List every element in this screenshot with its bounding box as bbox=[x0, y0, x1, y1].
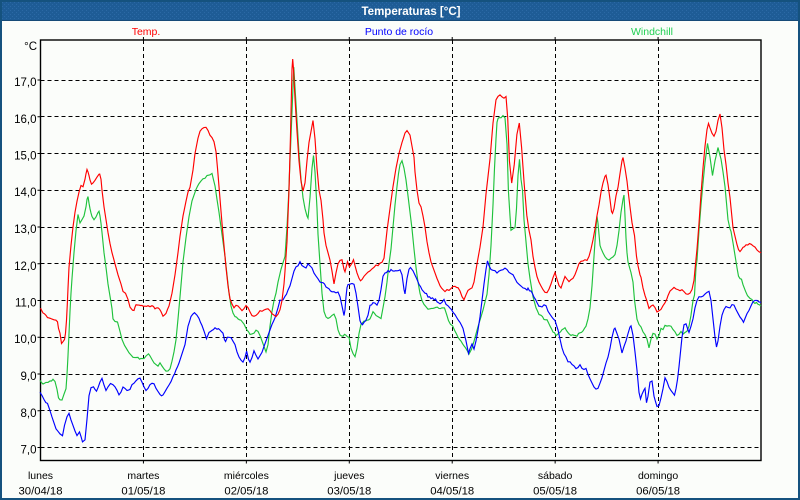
svg-text:jueves: jueves bbox=[333, 470, 364, 482]
svg-text:viernes: viernes bbox=[435, 470, 469, 482]
svg-text:13,0: 13,0 bbox=[14, 224, 36, 236]
svg-text:Windchill: Windchill bbox=[631, 26, 673, 38]
svg-text:Punto de rocío: Punto de rocío bbox=[365, 26, 433, 38]
svg-text:30/04/18: 30/04/18 bbox=[19, 486, 63, 498]
svg-text:11,0: 11,0 bbox=[15, 298, 37, 310]
svg-text:12,0: 12,0 bbox=[14, 261, 36, 273]
svg-text:sábado: sábado bbox=[538, 470, 573, 482]
svg-text:10,0: 10,0 bbox=[14, 334, 36, 346]
svg-text:Temp.: Temp. bbox=[132, 26, 161, 38]
svg-text:03/05/18: 03/05/18 bbox=[327, 486, 371, 498]
svg-text:Temperaturas [°C]: Temperaturas [°C] bbox=[362, 6, 461, 18]
svg-text:14,0: 14,0 bbox=[14, 187, 36, 199]
svg-text:7,0: 7,0 bbox=[21, 445, 37, 457]
svg-text:02/05/18: 02/05/18 bbox=[224, 486, 268, 498]
svg-text:05/05/18: 05/05/18 bbox=[533, 486, 577, 498]
svg-text:15,0: 15,0 bbox=[14, 151, 36, 163]
svg-text:lunes: lunes bbox=[28, 470, 53, 482]
svg-text:domingo: domingo bbox=[638, 470, 678, 482]
svg-text:01/05/18: 01/05/18 bbox=[121, 486, 165, 498]
svg-text:06/05/18: 06/05/18 bbox=[636, 486, 680, 498]
svg-text:04/05/18: 04/05/18 bbox=[430, 486, 474, 498]
svg-text:17,0: 17,0 bbox=[14, 77, 36, 89]
svg-text:16,0: 16,0 bbox=[14, 114, 36, 126]
svg-text:miércoles: miércoles bbox=[224, 470, 269, 482]
svg-text:8,0: 8,0 bbox=[21, 408, 37, 420]
svg-text:°C: °C bbox=[24, 41, 37, 53]
svg-text:9,0: 9,0 bbox=[21, 371, 37, 383]
svg-text:martes: martes bbox=[127, 470, 159, 482]
